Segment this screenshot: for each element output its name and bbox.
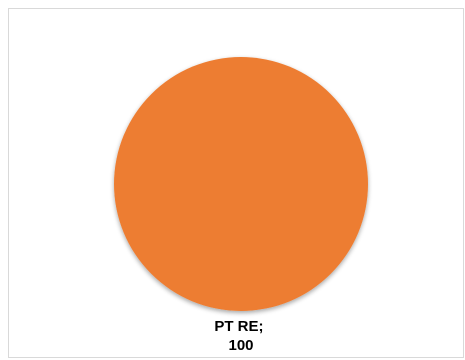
data-label-value: 100: [228, 337, 253, 354]
pie-slices: [114, 57, 368, 311]
pie-slice-pt-re: [114, 57, 368, 311]
chart-area: PT RE; 100: [8, 8, 464, 358]
data-label-category: PT RE;: [214, 318, 263, 335]
pie-chart: PT RE; 100: [114, 57, 368, 354]
data-label: PT RE; 100: [214, 318, 267, 354]
